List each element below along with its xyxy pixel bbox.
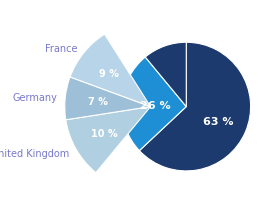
- Wedge shape: [66, 107, 150, 173]
- Text: 26 %: 26 %: [140, 100, 171, 110]
- Text: 10 %: 10 %: [91, 128, 118, 138]
- Text: 63 %: 63 %: [203, 116, 234, 126]
- Wedge shape: [122, 58, 186, 151]
- Text: France: France: [45, 43, 78, 53]
- Wedge shape: [145, 43, 186, 107]
- Wedge shape: [70, 35, 150, 107]
- Wedge shape: [139, 43, 251, 171]
- Text: 7 %: 7 %: [88, 97, 108, 107]
- Wedge shape: [65, 78, 150, 120]
- Text: United Kingdom: United Kingdom: [0, 148, 69, 158]
- Text: 9 %: 9 %: [99, 69, 119, 79]
- Text: Germany: Germany: [12, 93, 57, 103]
